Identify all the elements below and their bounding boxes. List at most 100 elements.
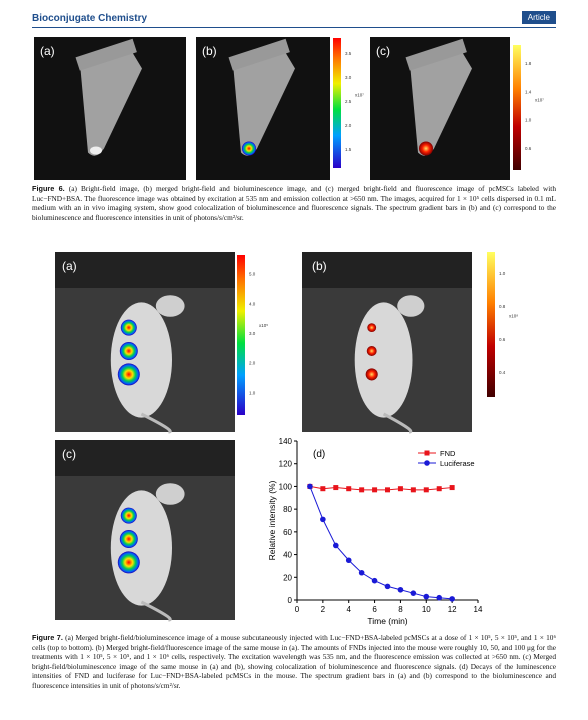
- signal: [117, 551, 140, 574]
- color-bar-label: 1.5: [345, 147, 352, 152]
- x-axis-label: Time (min): [367, 616, 407, 626]
- mouse-tail: [382, 412, 413, 434]
- data-point: [333, 485, 339, 491]
- color-bar: [237, 255, 245, 415]
- legend-label: Luciferase: [440, 459, 475, 468]
- annotation: (d): [313, 449, 325, 460]
- tube-cap: [75, 38, 137, 71]
- color-bar-label: 1.4: [525, 89, 532, 94]
- caption-text: (a) Bright-field image, (b) merged brigh…: [32, 184, 556, 222]
- y-tick-label: 0: [288, 596, 293, 605]
- y-tick-label: 20: [283, 573, 292, 582]
- tube-cap: [228, 38, 290, 71]
- signal: [365, 368, 378, 381]
- x-tick-label: 10: [422, 605, 431, 614]
- data-point: [359, 487, 365, 493]
- legend-marker: [424, 460, 430, 466]
- color-bar-label: 2.0: [249, 361, 256, 366]
- panel-label: (b): [312, 259, 327, 273]
- mouse-head: [397, 295, 425, 317]
- legend-label: FND: [440, 449, 456, 458]
- mouse-body: [110, 302, 172, 418]
- color-bar-unit: x10⁷: [535, 97, 544, 102]
- tube-cap: [405, 38, 467, 71]
- data-point: [385, 487, 390, 493]
- y-tick-label: 100: [279, 482, 293, 491]
- series-line: [309, 486, 453, 600]
- mouse-head: [155, 295, 185, 317]
- color-bar-label: 0.4: [499, 370, 506, 375]
- data-point: [410, 487, 416, 493]
- x-tick-label: 0: [295, 605, 300, 614]
- color-bar-unit: x10⁷: [355, 93, 364, 98]
- caption-label: Figure 6.: [32, 184, 65, 193]
- color-bar-label: 0.6: [525, 146, 532, 151]
- data-point: [449, 485, 455, 491]
- data-point: [436, 594, 443, 601]
- color-bar-unit: x10⁸: [509, 313, 518, 318]
- y-tick-label: 60: [283, 528, 292, 537]
- mouse-body: [110, 490, 172, 606]
- color-bar-label: 2.5: [345, 99, 352, 104]
- figure6-caption: Figure 6. (a) Bright-field image, (b) me…: [32, 184, 556, 222]
- color-bar-label: 2.0: [345, 123, 352, 128]
- signal: [119, 530, 138, 548]
- panel-label: (c): [376, 44, 390, 58]
- color-bar: [333, 38, 341, 168]
- color-bar-label: 3.5: [345, 51, 352, 56]
- color-bar-label: 5.0: [249, 272, 256, 277]
- article-tag: Article: [521, 11, 556, 24]
- color-bar-label: 0.6: [499, 337, 506, 342]
- x-tick-label: 14: [474, 605, 483, 614]
- signal: [242, 141, 256, 156]
- signal: [119, 342, 138, 360]
- data-point: [436, 486, 442, 492]
- data-point: [372, 487, 378, 493]
- color-bar-label: 3.0: [249, 331, 256, 336]
- color-bar-label: 3.0: [345, 75, 352, 80]
- data-point: [384, 583, 391, 590]
- color-bar-label: 0.8: [499, 304, 506, 309]
- y-tick-label: 140: [279, 437, 293, 446]
- data-point: [320, 516, 326, 523]
- color-bar-label: 1.0: [499, 271, 506, 276]
- tube-tip: [90, 146, 102, 155]
- mouse-head: [155, 483, 185, 505]
- tube: [80, 48, 142, 156]
- series-line: [309, 485, 453, 491]
- panel-label: (a): [62, 259, 77, 273]
- mouse-body: [354, 302, 413, 418]
- signal: [366, 346, 377, 356]
- color-bar: [513, 45, 521, 170]
- header-rule: [32, 27, 556, 28]
- data-point: [410, 590, 417, 596]
- figure7-caption: Figure 7. (a) Merged bright-field/biolum…: [32, 633, 556, 691]
- x-tick-label: 2: [321, 605, 326, 614]
- y-axis-label: Relative intensity (%): [267, 480, 277, 560]
- color-bar-label: 4.0: [249, 301, 256, 306]
- data-point: [307, 483, 313, 490]
- data-point: [449, 596, 455, 602]
- photo-top: [55, 440, 235, 476]
- legend-marker: [424, 450, 430, 456]
- data-point: [345, 557, 352, 564]
- signal: [367, 323, 377, 332]
- color-bar-unit: x10⁵: [259, 323, 268, 328]
- data-point: [346, 486, 352, 492]
- y-tick-label: 120: [279, 460, 293, 469]
- y-tick-label: 40: [283, 551, 292, 560]
- photo-top: [55, 252, 235, 288]
- data-point: [397, 586, 404, 593]
- x-tick-label: 6: [372, 605, 377, 614]
- mouse-tail: [140, 600, 172, 622]
- y-tick-label: 80: [283, 505, 292, 514]
- data-point: [358, 569, 365, 576]
- panel-label: (a): [40, 44, 55, 58]
- data-point: [423, 593, 430, 600]
- x-tick-label: 8: [398, 605, 403, 614]
- caption-text: (a) Merged bright-field/bioluminescence …: [32, 633, 556, 690]
- tube: [233, 48, 295, 156]
- photo-top: [302, 252, 472, 288]
